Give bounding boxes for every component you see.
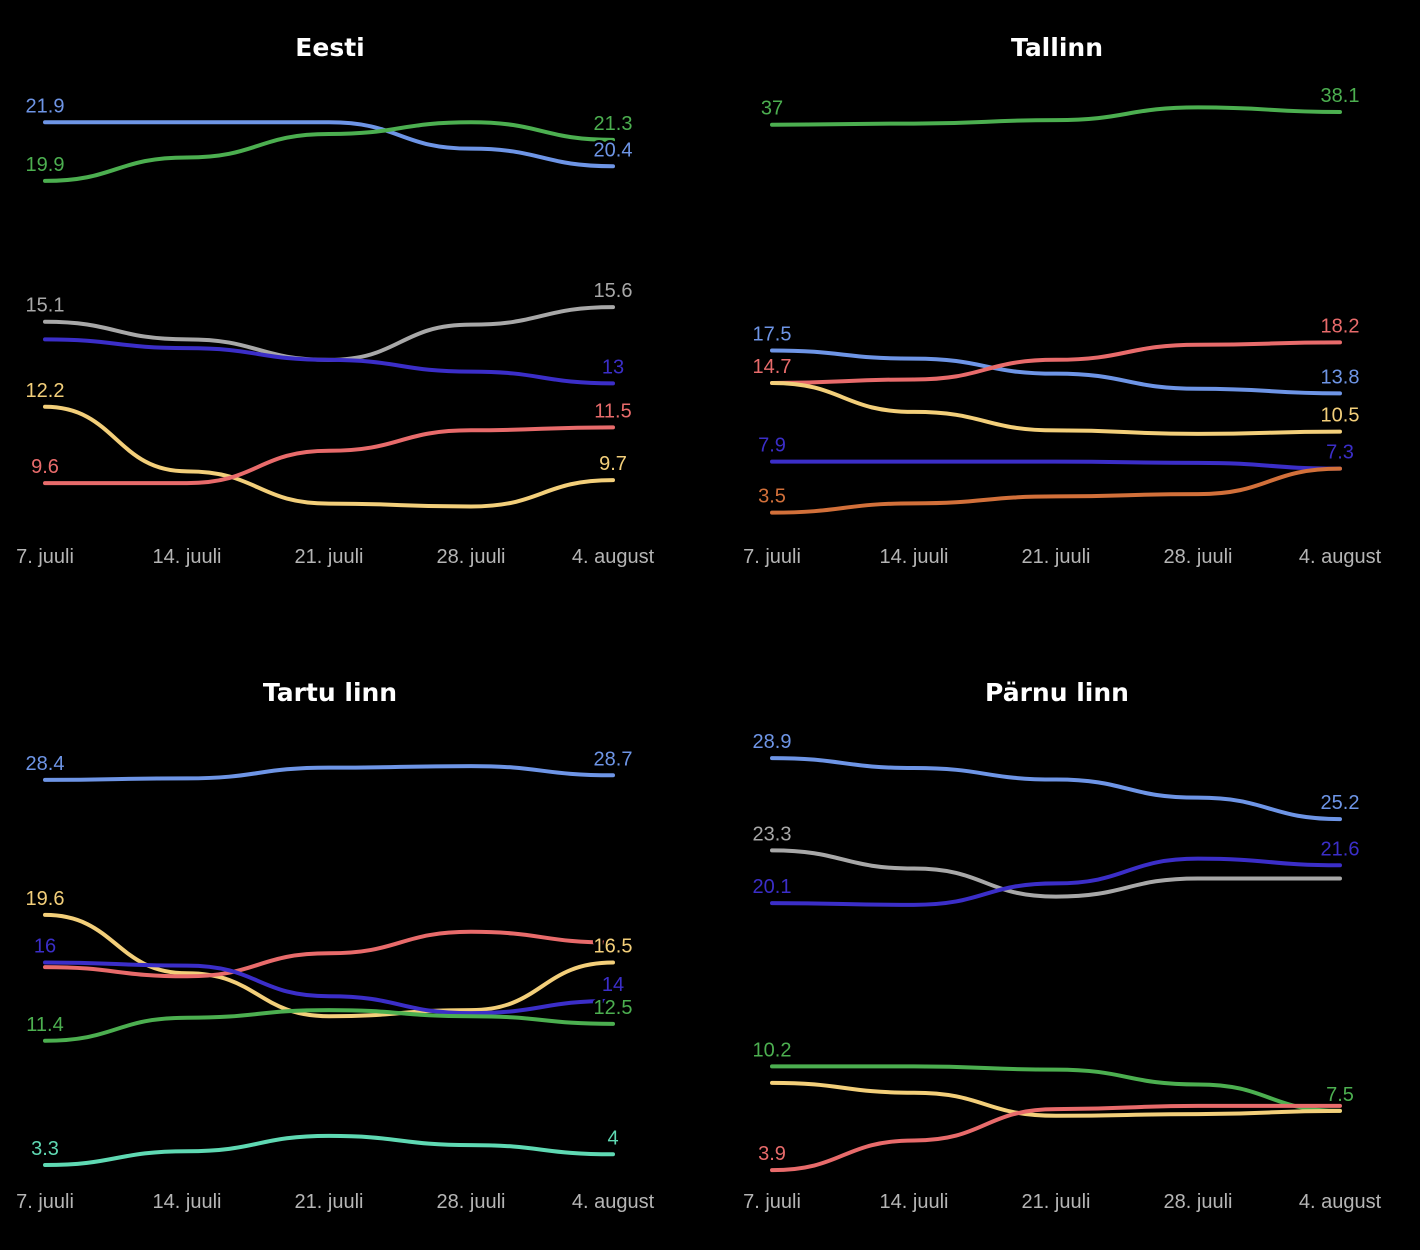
chart-panel-tartu: Tartu linn 7. juuli 14. juuli 21. juuli 28.… — [0, 625, 710, 1250]
series-line-indigo — [770, 459, 1342, 471]
series-line-yellow — [43, 912, 615, 1019]
start-value-label: 17.5 — [753, 324, 792, 346]
end-value-label: 13.8 — [1321, 366, 1360, 388]
series-line-gray — [770, 848, 1342, 899]
x-tick-label: 21. juuli — [295, 546, 364, 568]
end-value-label: 20.4 — [594, 139, 633, 161]
x-tick-label: 21. juuli — [295, 1191, 364, 1213]
end-value-label: 12.5 — [594, 997, 633, 1019]
chart-tartu: Tartu linn 7. juuli 14. juuli 21. juuli 28.… — [16, 678, 655, 1213]
x-tick-label: 7. juuli — [743, 1191, 801, 1213]
start-value-label: 10.2 — [753, 1039, 792, 1061]
chart-tallinn: Tallinn 7. juuli 14. juuli 21. juuli 28. ju… — [743, 33, 1382, 568]
series-line-green — [43, 1008, 615, 1043]
start-value-label: 3.3 — [31, 1138, 59, 1160]
start-value-label: 28.9 — [753, 731, 792, 753]
x-tick-label: 28. juuli — [437, 546, 506, 568]
series-line-red — [43, 929, 615, 979]
end-value-label: 38.1 — [1321, 85, 1360, 107]
series-line-yellow — [43, 404, 615, 509]
series-line-blue — [43, 120, 615, 169]
start-value-label: 3.9 — [758, 1143, 786, 1165]
chart-parnu: Pärnu linn 7. juuli 14. juuli 21. juuli 28.… — [743, 678, 1382, 1213]
x-tick-label: 4. august — [572, 546, 655, 568]
x-tick-label: 7. juuli — [16, 546, 74, 568]
x-tick-label: 4. august — [572, 1191, 655, 1213]
end-value-label: 28.7 — [594, 748, 633, 770]
chart-title: Tartu linn — [263, 678, 397, 707]
start-value-label: 16 — [34, 936, 56, 958]
series-line-green — [770, 1064, 1342, 1113]
series-line-teal — [43, 1133, 615, 1168]
start-value-label: 23.3 — [753, 823, 792, 845]
start-value-label: 11.4 — [26, 1014, 63, 1036]
x-tick-label: 28. juuli — [1164, 546, 1233, 568]
x-tick-label: 14. juuli — [880, 1191, 949, 1213]
series-line-red — [770, 1103, 1342, 1173]
series-line-yellow — [770, 380, 1342, 436]
series-line-green — [43, 120, 615, 183]
x-tick-label: 4. august — [1299, 1191, 1382, 1213]
end-value-label: 25.2 — [1321, 792, 1360, 814]
x-tick-label: 21. juuli — [1022, 546, 1091, 568]
start-value-label: 15.1 — [26, 295, 65, 317]
series-line-indigo — [43, 960, 615, 1016]
chart-eesti: Eesti 7. juuli 14. juuli 21. juuli 28. juul… — [16, 33, 655, 568]
end-value-label: 21.3 — [594, 113, 633, 135]
end-value-label: 9.7 — [599, 453, 627, 475]
x-tick-label: 21. juuli — [1022, 1191, 1091, 1213]
end-value-label: 14 — [602, 974, 624, 996]
x-tick-label: 14. juuli — [880, 546, 949, 568]
end-value-label: 21.6 — [1321, 838, 1360, 860]
end-value-label: 10.5 — [1321, 405, 1360, 427]
x-tick-label: 14. juuli — [153, 546, 222, 568]
x-tick-label: 28. juuli — [437, 1191, 506, 1213]
end-value-label: 11.5 — [594, 400, 631, 422]
end-value-label: 18.2 — [1321, 315, 1360, 337]
start-value-label: 9.6 — [31, 456, 59, 478]
chart-panel-eesti: Eesti 7. juuli 14. juuli 21. juuli 28. juul… — [0, 0, 710, 625]
series-line-blue — [43, 764, 615, 782]
start-value-label: 7.9 — [758, 435, 786, 457]
chart-panel-parnu: Pärnu linn 7. juuli 14. juuli 21. juuli 28.… — [710, 625, 1420, 1250]
start-value-label: 20.1 — [753, 876, 792, 898]
series-line-indigo — [770, 856, 1342, 907]
chart-panel-tallinn: Tallinn 7. juuli 14. juuli 21. juuli 28. ju… — [710, 0, 1420, 625]
chart-title: Pärnu linn — [985, 678, 1129, 707]
start-value-label: 14.7 — [753, 356, 792, 378]
series-line-indigo — [43, 337, 615, 386]
x-tick-label: 14. juuli — [153, 1191, 222, 1213]
end-value-label: 16.5 — [594, 936, 633, 958]
start-value-label: 12.2 — [26, 380, 65, 402]
end-value-label: 15.6 — [594, 280, 633, 302]
series-line-orange — [770, 466, 1342, 515]
chart-title: Tallinn — [1011, 33, 1103, 62]
series-line-red — [43, 425, 615, 486]
start-value-label: 28.4 — [26, 753, 65, 775]
x-tick-label: 28. juuli — [1164, 1191, 1233, 1213]
start-value-label: 19.9 — [26, 154, 65, 176]
start-value-label: 19.6 — [26, 888, 65, 910]
end-value-label: 4 — [607, 1127, 618, 1149]
x-tick-label: 4. august — [1299, 546, 1382, 568]
end-value-label: 13 — [602, 356, 624, 378]
chart-title: Eesti — [295, 33, 364, 62]
series-line-yellow — [770, 1080, 1342, 1118]
series-line-red — [770, 340, 1342, 385]
end-value-label: 7.5 — [1326, 1084, 1354, 1106]
start-value-label: 21.9 — [26, 95, 65, 117]
series-line-gray — [43, 305, 615, 362]
end-value-label: 7.3 — [1326, 442, 1354, 464]
series-line-green — [770, 105, 1342, 127]
x-tick-label: 7. juuli — [743, 546, 801, 568]
start-value-label: 3.5 — [758, 486, 786, 508]
series-line-blue — [770, 756, 1342, 822]
start-value-label: 37 — [761, 98, 783, 120]
x-tick-label: 7. juuli — [16, 1191, 74, 1213]
series-line-blue — [770, 348, 1342, 396]
